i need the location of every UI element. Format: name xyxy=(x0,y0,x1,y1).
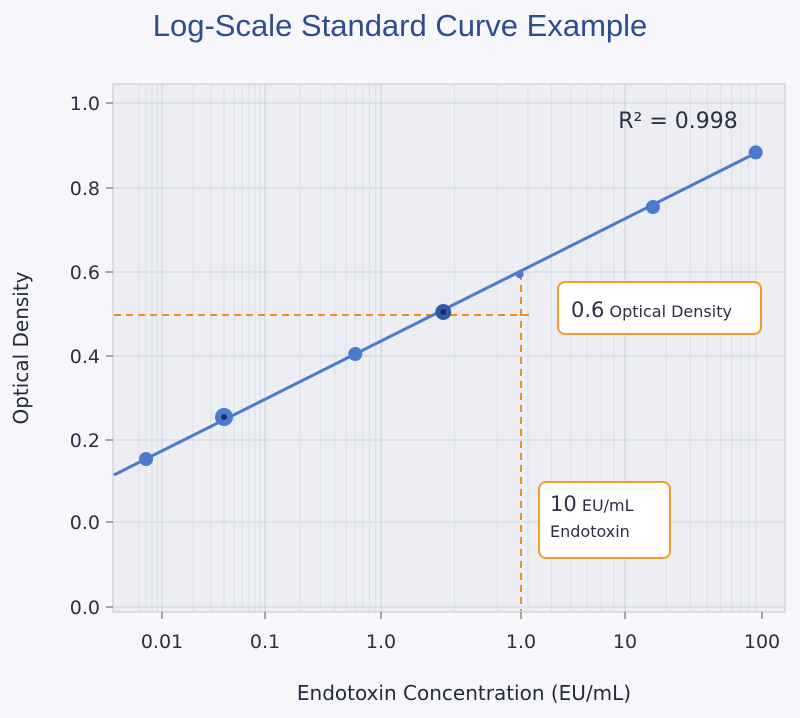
plot-area xyxy=(112,83,786,613)
data-point xyxy=(748,145,763,160)
x-tick-label: 0.1 xyxy=(250,631,280,653)
y-tick-label: 0.0 xyxy=(70,512,100,534)
y-tick-label: 0.2 xyxy=(70,430,100,452)
y-tick-label: 1.0 xyxy=(70,93,100,115)
y-tick-label: 0.0 xyxy=(70,597,100,619)
x-axis-label: Endotoxin Concentration (EU/mL) xyxy=(297,681,631,705)
data-point xyxy=(348,347,363,361)
conc-callout-value: 10 xyxy=(550,492,577,516)
x-tick-label: 0.01 xyxy=(141,631,183,653)
data-point xyxy=(515,270,524,279)
x-tick-label: 100 xyxy=(744,631,780,653)
y-axis-label: Optical Density xyxy=(9,271,33,424)
data-point-center xyxy=(440,309,447,315)
data-point xyxy=(645,200,660,214)
x-tick-label: 10 xyxy=(613,631,637,653)
x-tick-label: 1.0 xyxy=(506,631,536,653)
od-callout: 0.6 Optical Density xyxy=(557,281,762,335)
od-callout-value: 0.6 xyxy=(571,298,605,322)
concentration-callout: 10 EU/mL Endotoxin xyxy=(538,481,671,559)
conc-callout-text: Endotoxin xyxy=(550,522,630,541)
y-tick-label: 0.6 xyxy=(70,262,100,284)
y-tick-label: 0.4 xyxy=(70,346,100,368)
data-point-center xyxy=(221,414,228,420)
od-callout-text: Optical Density xyxy=(609,302,732,321)
chart-title: Log-Scale Standard Curve Example xyxy=(152,8,648,43)
y-tick-label: 0.8 xyxy=(70,178,100,200)
x-tick-label: 1.0 xyxy=(366,631,396,653)
r-squared-label: R² = 0.998 xyxy=(618,109,738,134)
data-point xyxy=(139,452,154,466)
conc-callout-unit: EU/mL xyxy=(581,496,634,515)
